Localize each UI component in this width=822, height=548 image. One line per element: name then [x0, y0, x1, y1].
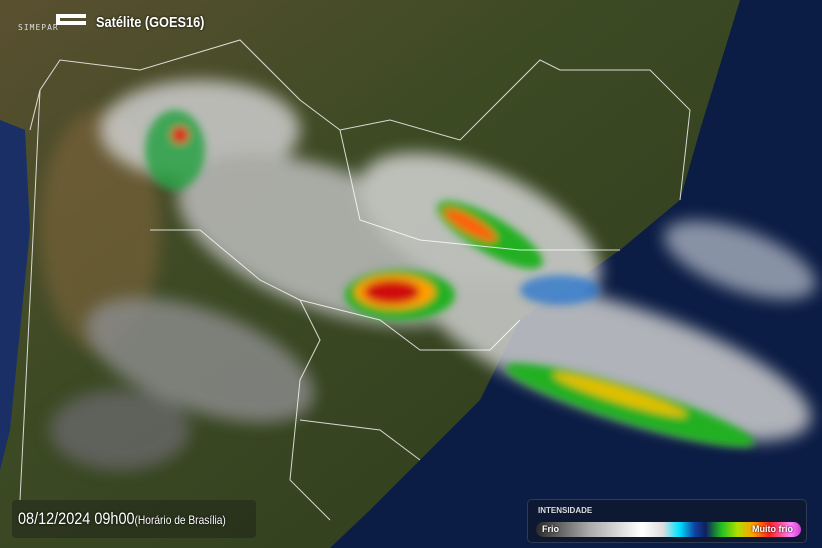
simepar-logo: SIMEPAR Satélite (GOES16): [18, 12, 224, 33]
timestamp-date: 08/12/2024 09h00: [18, 509, 135, 528]
legend-color-scale: Frio Muito frio: [536, 522, 801, 537]
timestamp-box: 08/12/2024 09h00(Horário de Brasília): [12, 500, 256, 538]
pacific-ocean: [0, 120, 30, 470]
logo-mark: SIMEPAR: [18, 12, 88, 32]
legend-high-label: Muito frio: [752, 524, 793, 534]
state-borders: [19, 39, 691, 521]
timestamp: 08/12/2024 09h00(Horário de Brasília): [18, 509, 226, 529]
timezone-note: (Horário de Brasília): [134, 513, 226, 527]
intensity-legend: INTENSIDADE Frio Muito frio: [527, 499, 807, 543]
page-title: Satélite (GOES16): [96, 13, 205, 31]
legend-low-label: Frio: [542, 524, 559, 534]
legend-title: INTENSIDADE: [538, 506, 593, 515]
logo-text: SIMEPAR: [18, 23, 59, 32]
storm-cells: [145, 110, 755, 447]
